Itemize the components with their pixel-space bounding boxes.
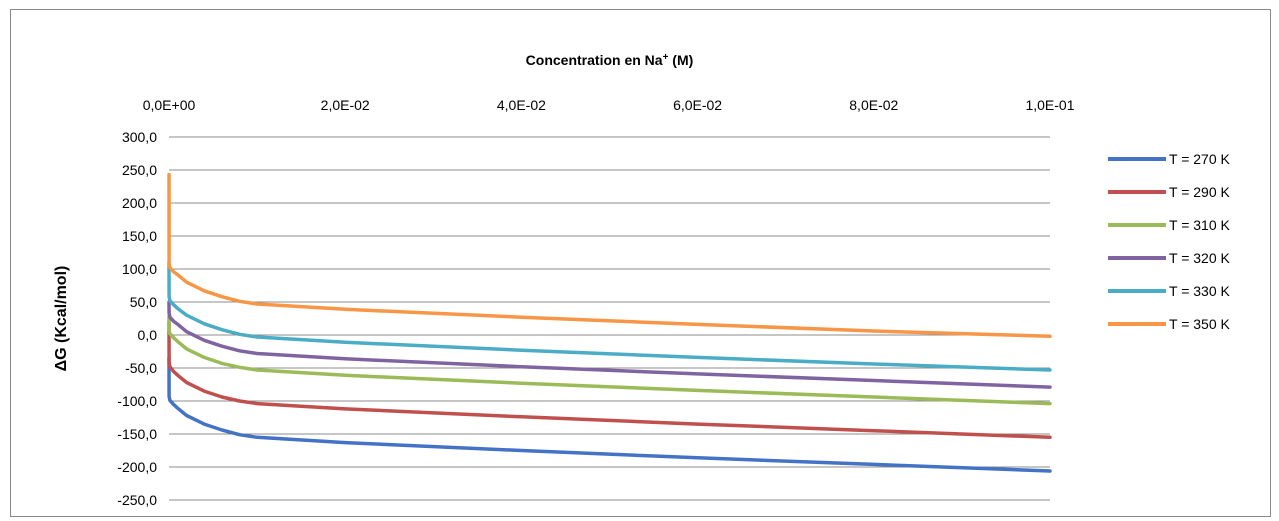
y-tick-label: 100,0 bbox=[122, 261, 157, 277]
x-tick-label: 1,0E-01 bbox=[1025, 97, 1074, 113]
x-axis-tick-labels: 0,0E+00 2,0E-02 4,0E-02 6,0E-02 8,0E-02 1,0E-… bbox=[143, 97, 1075, 113]
y-tick-label: -100,0 bbox=[117, 393, 157, 409]
y-tick-label: 250,0 bbox=[122, 162, 157, 178]
x-tick-label: 6,0E-02 bbox=[673, 97, 722, 113]
legend-label: T = 350 K bbox=[1169, 316, 1231, 332]
x-axis-title-main: Concentration en Na bbox=[526, 52, 663, 68]
line-chart: 300,0 250,0 200,0 150,0 100,0 50,0 0,0 -50,0 -10… bbox=[53, 52, 1231, 509]
legend-label: T = 290 K bbox=[1169, 184, 1231, 200]
legend-label: T = 270 K bbox=[1169, 151, 1231, 167]
x-axis-title-unit: (M) bbox=[668, 52, 693, 68]
x-tick-label: 2,0E-02 bbox=[321, 97, 370, 113]
y-axis-title: ΔG (Kcal/mol) bbox=[53, 266, 70, 372]
series-line bbox=[167, 320, 1052, 440]
y-tick-label: 200,0 bbox=[122, 195, 157, 211]
y-tick-label: 150,0 bbox=[122, 228, 157, 244]
series-line bbox=[167, 314, 1052, 406]
series-line bbox=[167, 260, 1052, 372]
legend-label: T = 310 K bbox=[1169, 217, 1231, 233]
y-tick-label: -250,0 bbox=[117, 492, 157, 508]
y-tick-label: -200,0 bbox=[117, 459, 157, 475]
x-tick-label: 0,0E+00 bbox=[143, 97, 196, 113]
legend: T = 270 K T = 290 K T = 310 K T = 320 K T = … bbox=[1108, 151, 1231, 332]
y-tick-label: 300,0 bbox=[122, 129, 157, 145]
y-tick-label: -150,0 bbox=[117, 426, 157, 442]
x-axis-title-superscript: + bbox=[663, 52, 669, 63]
y-axis-tick-labels: 300,0 250,0 200,0 150,0 100,0 50,0 0,0 -50,0 -10… bbox=[117, 129, 157, 508]
gridlines bbox=[169, 136, 1050, 501]
series-line bbox=[167, 172, 1052, 339]
x-tick-label: 8,0E-02 bbox=[849, 97, 898, 113]
y-tick-label: -50,0 bbox=[125, 360, 157, 376]
y-tick-label: 50,0 bbox=[130, 294, 157, 310]
x-axis-title: Concentration en Na+ (M) bbox=[526, 52, 694, 69]
x-tick-label: 4,0E-02 bbox=[497, 97, 546, 113]
legend-label: T = 330 K bbox=[1169, 283, 1231, 299]
series-line bbox=[167, 300, 1052, 389]
legend-label: T = 320 K bbox=[1169, 250, 1231, 266]
chart-area: 300,0 250,0 200,0 150,0 100,0 50,0 0,0 -50,0 -10… bbox=[10, 9, 1271, 517]
y-tick-label: 0,0 bbox=[138, 327, 158, 343]
series-lines bbox=[167, 172, 1052, 473]
series-line bbox=[167, 356, 1052, 473]
